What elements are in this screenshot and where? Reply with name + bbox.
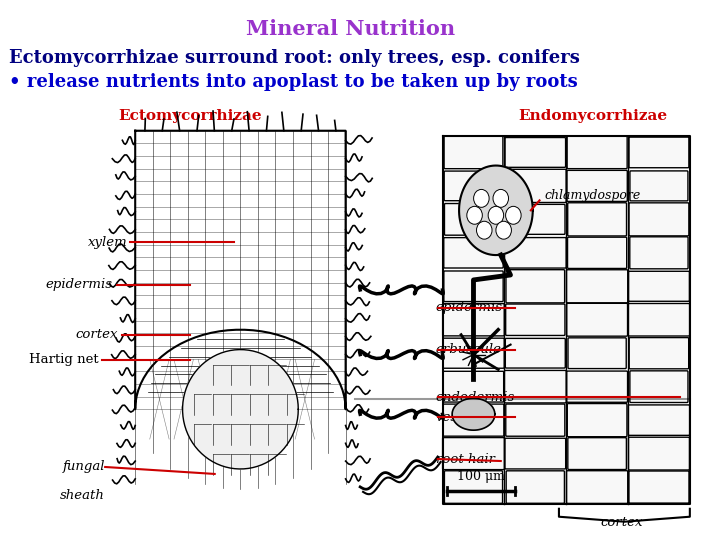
Text: Hartig net: Hartig net (29, 353, 99, 366)
Text: root hair: root hair (436, 453, 495, 465)
FancyBboxPatch shape (630, 371, 688, 402)
Polygon shape (183, 349, 298, 469)
FancyBboxPatch shape (443, 404, 504, 436)
Ellipse shape (505, 206, 521, 224)
FancyBboxPatch shape (567, 371, 628, 402)
FancyBboxPatch shape (505, 438, 566, 469)
FancyBboxPatch shape (629, 303, 690, 336)
FancyBboxPatch shape (629, 437, 690, 470)
Text: cortex: cortex (76, 328, 118, 341)
FancyBboxPatch shape (443, 303, 504, 336)
Ellipse shape (474, 190, 489, 207)
Text: arbuscule: arbuscule (436, 343, 502, 356)
FancyBboxPatch shape (443, 338, 504, 368)
FancyBboxPatch shape (505, 238, 566, 268)
FancyBboxPatch shape (567, 303, 628, 336)
Polygon shape (452, 399, 495, 430)
Text: • release nutrients into apoplast to be taken up by roots: • release nutrients into apoplast to be … (9, 73, 578, 91)
FancyBboxPatch shape (629, 405, 690, 435)
FancyBboxPatch shape (568, 338, 626, 369)
Text: sheath: sheath (60, 489, 105, 502)
Text: xylem: xylem (88, 235, 127, 248)
Ellipse shape (467, 206, 482, 224)
FancyBboxPatch shape (505, 204, 565, 234)
FancyBboxPatch shape (505, 169, 566, 202)
Text: cortex: cortex (600, 516, 643, 529)
FancyBboxPatch shape (444, 271, 503, 301)
FancyBboxPatch shape (629, 137, 689, 168)
FancyBboxPatch shape (567, 270, 628, 303)
FancyBboxPatch shape (505, 404, 564, 436)
Text: fungal: fungal (63, 461, 105, 474)
Text: endodermis: endodermis (436, 391, 515, 404)
FancyBboxPatch shape (443, 437, 505, 470)
Text: vesicle: vesicle (436, 411, 482, 424)
Polygon shape (459, 166, 533, 255)
FancyBboxPatch shape (567, 237, 626, 268)
FancyBboxPatch shape (567, 170, 627, 201)
FancyBboxPatch shape (568, 438, 626, 469)
FancyBboxPatch shape (567, 403, 627, 437)
FancyBboxPatch shape (444, 136, 503, 168)
FancyBboxPatch shape (629, 203, 689, 236)
Text: epidermis: epidermis (46, 279, 113, 292)
Ellipse shape (477, 221, 492, 239)
FancyBboxPatch shape (630, 171, 688, 201)
Text: chlamydospore: chlamydospore (544, 189, 641, 202)
FancyBboxPatch shape (505, 370, 566, 403)
FancyBboxPatch shape (629, 271, 690, 301)
FancyBboxPatch shape (444, 204, 503, 235)
FancyBboxPatch shape (444, 372, 504, 402)
Text: Ectomycorrhizae: Ectomycorrhizae (119, 109, 262, 123)
FancyBboxPatch shape (567, 202, 626, 236)
FancyBboxPatch shape (506, 269, 564, 303)
FancyBboxPatch shape (630, 237, 688, 269)
Ellipse shape (496, 221, 511, 239)
FancyBboxPatch shape (505, 304, 565, 335)
FancyBboxPatch shape (444, 471, 503, 503)
Text: Mineral Nutrition: Mineral Nutrition (246, 19, 455, 39)
FancyBboxPatch shape (567, 471, 628, 503)
Text: Endomycorrhizae: Endomycorrhizae (518, 109, 667, 123)
FancyBboxPatch shape (444, 238, 503, 268)
FancyBboxPatch shape (567, 136, 627, 168)
FancyBboxPatch shape (506, 471, 564, 503)
Ellipse shape (493, 190, 508, 207)
Text: epidermis: epidermis (436, 301, 503, 314)
FancyBboxPatch shape (444, 171, 503, 201)
Polygon shape (135, 131, 346, 409)
FancyBboxPatch shape (505, 138, 566, 167)
FancyBboxPatch shape (505, 339, 565, 368)
Text: 100 μm: 100 μm (457, 470, 505, 483)
FancyBboxPatch shape (629, 338, 689, 369)
Ellipse shape (488, 206, 504, 224)
FancyBboxPatch shape (629, 471, 689, 503)
Text: Ectomycorrhizae surround root: only trees, esp. conifers: Ectomycorrhizae surround root: only tree… (9, 49, 580, 67)
